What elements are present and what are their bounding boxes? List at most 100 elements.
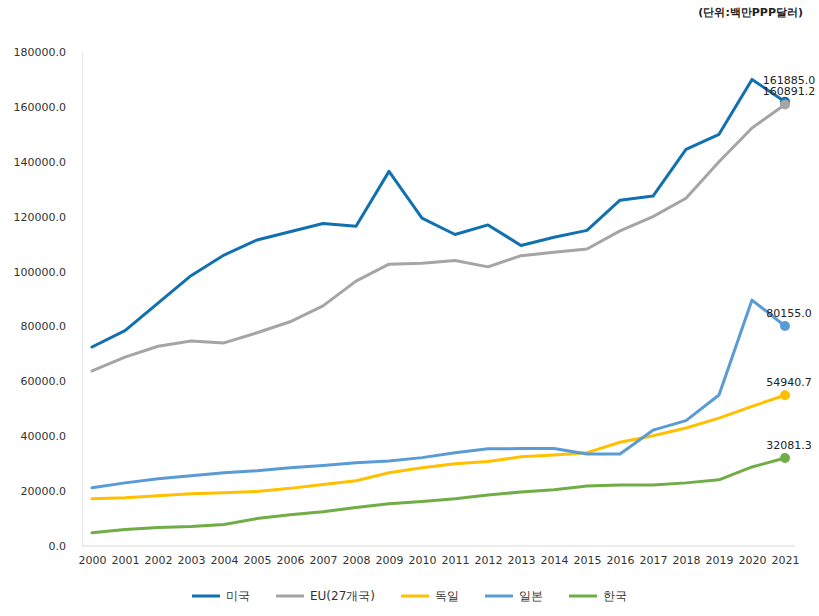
y-tick: 40000.0 xyxy=(21,430,83,443)
y-tick-label: 0.0 xyxy=(49,540,67,553)
x-tick: 2001 xyxy=(112,546,140,567)
legend-item: 미국 xyxy=(192,589,250,603)
x-tick: 2003 xyxy=(178,546,206,567)
legend-swatch xyxy=(276,595,304,598)
x-tick-label: 2000 xyxy=(79,554,107,567)
value-labels: 32081.354940.780155.0160891.2161885.0 xyxy=(763,74,816,452)
x-tick-label: 2009 xyxy=(376,554,404,567)
legend-swatch xyxy=(485,595,513,598)
legend-item: 일본 xyxy=(485,589,543,603)
x-axis: 2000 2001 2002 2003 2004 2005 2006 2007 2008 2009… xyxy=(79,546,800,567)
chart-container: (단위:백만PPP달러) 0.0 20000.0 40000.0 60000.0 8000… xyxy=(0,0,819,616)
end-marker xyxy=(780,453,790,463)
legend-label: EU(27개국) xyxy=(310,589,375,603)
legend-swatch xyxy=(401,595,429,598)
x-tick-label: 2014 xyxy=(541,554,569,567)
x-tick-label: 2020 xyxy=(739,554,767,567)
end-marker xyxy=(780,321,790,331)
x-tick-label: 2007 xyxy=(310,554,338,567)
y-tick-label: 100000.0 xyxy=(14,266,67,279)
x-tick: 2010 xyxy=(409,546,437,567)
x-tick: 2014 xyxy=(541,546,569,567)
x-tick-label: 2010 xyxy=(409,554,437,567)
x-tick-label: 2001 xyxy=(112,554,140,567)
x-tick-label: 2015 xyxy=(574,554,602,567)
y-tick: 0.0 xyxy=(49,540,83,553)
x-tick-label: 2013 xyxy=(508,554,536,567)
x-tick: 2006 xyxy=(277,546,305,567)
x-tick: 2011 xyxy=(442,546,470,567)
plot-area xyxy=(92,79,790,532)
series-line xyxy=(92,79,785,347)
y-tick-label: 120000.0 xyxy=(14,211,67,224)
series-line xyxy=(92,300,785,488)
x-tick-label: 2003 xyxy=(178,554,206,567)
x-tick-label: 2017 xyxy=(640,554,668,567)
y-tick: 120000.0 xyxy=(14,211,83,224)
y-tick-label: 20000.0 xyxy=(21,485,67,498)
legend-swatch xyxy=(569,595,597,598)
x-tick-label: 2018 xyxy=(673,554,701,567)
x-axis-line xyxy=(82,546,795,547)
y-tick: 20000.0 xyxy=(21,485,83,498)
x-tick-label: 2011 xyxy=(442,554,470,567)
y-axis-line xyxy=(82,53,83,547)
x-tick: 2009 xyxy=(376,546,404,567)
x-tick-label: 2005 xyxy=(244,554,272,567)
y-tick: 60000.0 xyxy=(21,375,83,388)
y-tick-label: 180000.0 xyxy=(14,46,67,59)
legend-label: 독일 xyxy=(435,589,459,603)
legend-item: 독일 xyxy=(401,589,459,603)
y-tick: 80000.0 xyxy=(21,320,83,333)
x-tick: 2018 xyxy=(673,546,701,567)
x-tick-label: 2008 xyxy=(343,554,371,567)
y-tick-label: 140000.0 xyxy=(14,156,67,169)
y-tick-label: 160000.0 xyxy=(14,101,67,114)
legend-label: 일본 xyxy=(519,589,543,603)
y-tick: 100000.0 xyxy=(14,266,83,279)
y-tick: 160000.0 xyxy=(14,101,83,114)
legend-item: EU(27개국) xyxy=(276,589,375,603)
chart-svg: (단위:백만PPP달러) 0.0 20000.0 40000.0 60000.0 8000… xyxy=(0,0,819,616)
x-tick: 2007 xyxy=(310,546,338,567)
value-label: 32081.3 xyxy=(766,439,812,452)
y-tick-label: 80000.0 xyxy=(21,320,67,333)
x-tick-label: 2019 xyxy=(706,554,734,567)
legend: 미국 EU(27개국) 독일 일본 한국 xyxy=(192,589,627,603)
y-tick: 140000.0 xyxy=(14,156,83,169)
end-marker xyxy=(780,99,790,109)
x-tick: 2002 xyxy=(145,546,173,567)
y-tick-label: 60000.0 xyxy=(21,375,67,388)
x-tick: 2012 xyxy=(475,546,503,567)
x-tick-label: 2002 xyxy=(145,554,173,567)
x-tick: 2000 xyxy=(79,546,107,567)
x-tick: 2016 xyxy=(607,546,635,567)
x-tick: 2004 xyxy=(211,546,239,567)
legend-label: 미국 xyxy=(226,589,250,603)
x-tick: 2020 xyxy=(739,546,767,567)
legend-swatch xyxy=(192,595,220,598)
x-tick-label: 2006 xyxy=(277,554,305,567)
end-marker xyxy=(780,390,790,400)
x-tick: 2019 xyxy=(706,546,734,567)
x-tick: 2021 xyxy=(772,546,800,567)
unit-label: (단위:백만PPP달러) xyxy=(698,6,803,19)
legend-item: 한국 xyxy=(569,589,627,603)
legend-label: 한국 xyxy=(603,589,627,603)
value-label: 161885.0 xyxy=(763,74,816,87)
value-label: 54940.7 xyxy=(766,376,812,389)
value-label: 80155.0 xyxy=(766,307,812,320)
x-tick: 2005 xyxy=(244,546,272,567)
y-tick: 180000.0 xyxy=(14,46,83,59)
x-tick: 2013 xyxy=(508,546,536,567)
x-tick: 2008 xyxy=(343,546,371,567)
y-axis: 0.0 20000.0 40000.0 60000.0 80000.0 100000.0 1… xyxy=(14,46,83,553)
series-line xyxy=(92,104,785,370)
x-tick: 2015 xyxy=(574,546,602,567)
x-tick-label: 2004 xyxy=(211,554,239,567)
x-tick-label: 2021 xyxy=(772,554,800,567)
y-tick-label: 40000.0 xyxy=(21,430,67,443)
x-tick-label: 2016 xyxy=(607,554,635,567)
series-line xyxy=(92,458,785,533)
x-tick-label: 2012 xyxy=(475,554,503,567)
